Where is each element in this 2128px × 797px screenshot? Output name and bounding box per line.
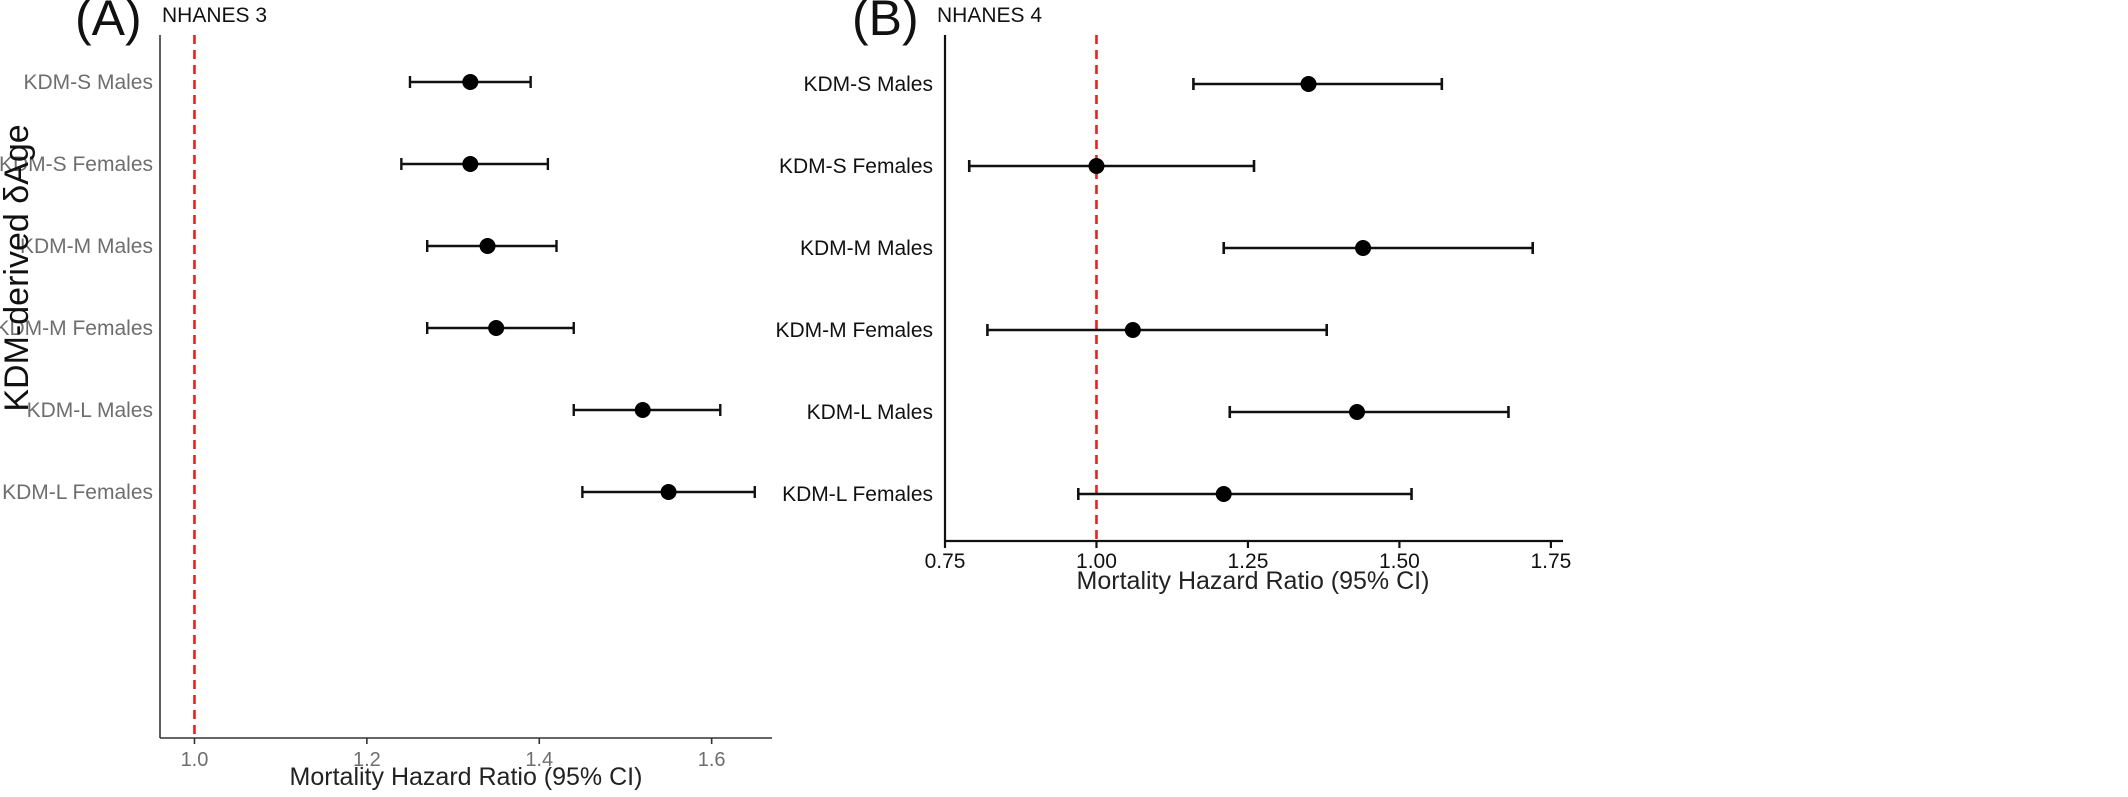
panel-b-letter: (B) (852, 0, 919, 46)
panel-b-x-tick-label: 1.25 (1228, 550, 1269, 573)
panel-a-category-label: KDM-L Females (2, 481, 153, 504)
panel-a-x-tick-label: 1.2 (353, 749, 381, 771)
panel-a-x-tick-label: 1.4 (525, 749, 553, 771)
panel-a-category-label: KDM-S Females (0, 153, 153, 176)
panel-b-estimate-point (1088, 158, 1105, 174)
panel-b-estimate-point (1124, 322, 1141, 338)
panel-a-estimate-point (488, 320, 505, 336)
panel-a-letter: (A) (75, 0, 142, 46)
panel-b-x-tick-label: 1.50 (1379, 550, 1420, 573)
panel-b-x-tick-label: 0.75 (925, 550, 966, 573)
panel-a-y-axis-label: KDM-derived δAge (0, 124, 36, 411)
panel-a-estimate-point (462, 156, 479, 172)
panel-a-estimate-point (660, 484, 677, 500)
panel-a-category-label: KDM-L Males (27, 399, 153, 422)
panel-a-title: NHANES 3 (162, 4, 267, 27)
panel-b-x-tick-label: 1.00 (1076, 550, 1117, 573)
panel-b-x-tick-label: 1.75 (1530, 550, 1571, 573)
panel-a-estimate-point (462, 74, 479, 90)
panel-b-estimate-point (1355, 240, 1372, 256)
panel-a-estimate-point (479, 238, 496, 254)
panel-a-category-label: KDM-M Females (0, 317, 153, 340)
panel-a-category-label: KDM-S Males (23, 71, 153, 94)
panel-a-x-axis-label: Mortality Hazard Ratio (95% CI) (290, 763, 643, 791)
panel-b-estimate-point (1300, 76, 1317, 92)
panel-b-category-label: KDM-M Males (800, 237, 933, 260)
panel-b-category-label: KDM-L Females (782, 483, 933, 506)
panel-a-x-tick-label: 1.0 (181, 749, 209, 771)
panel-b-x-axis-label: Mortality Hazard Ratio (95% CI) (1077, 567, 1430, 595)
panel-b-category-label: KDM-S Males (803, 73, 933, 96)
panel-a-estimate-point (634, 402, 651, 418)
panel-b-category-label: KDM-S Females (779, 155, 933, 178)
panel-a-x-tick-label: 1.6 (698, 749, 726, 771)
panel-b-category-label: KDM-M Females (775, 319, 933, 342)
panel-b-category-label: KDM-L Males (807, 401, 933, 424)
panel-b-estimate-point (1215, 486, 1232, 502)
panel-b-estimate-point (1349, 404, 1365, 420)
panel-b-title: NHANES 4 (937, 4, 1042, 27)
panel-a-category-label: KDM-M Males (20, 235, 153, 258)
